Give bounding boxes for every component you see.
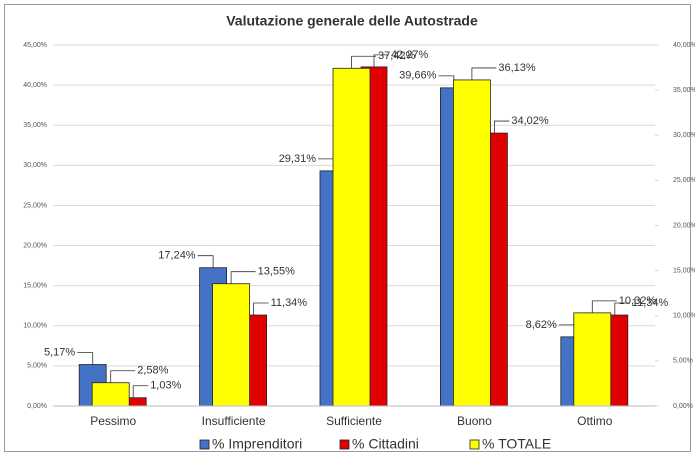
leader-line <box>132 385 149 398</box>
legend-swatch <box>469 439 480 450</box>
value-label: 29,31% <box>279 153 317 165</box>
y-tick-label: 15,00% <box>23 283 47 290</box>
y-tick-label: 25,00% <box>23 202 47 209</box>
y-tick-label: 35,00% <box>23 122 47 129</box>
value-label: 2,58% <box>137 365 168 377</box>
x-tick-label: Buono <box>457 414 492 428</box>
y2-tick-label: 40,00% <box>673 42 695 49</box>
y2-tick-label: 15,00% <box>673 267 695 274</box>
bar <box>573 312 612 407</box>
value-label: 8,62% <box>526 319 557 331</box>
leader-line <box>614 302 630 316</box>
leader-line <box>110 370 136 383</box>
y-tick-label: 30,00% <box>23 162 47 169</box>
value-label: 10,32% <box>619 295 657 307</box>
bar <box>452 79 491 407</box>
x-tick-label: Pessimo <box>90 414 136 428</box>
legend-label: % Imprenditori <box>212 436 302 452</box>
leader-line <box>591 300 617 313</box>
x-tick-label: Insufficiente <box>202 414 266 428</box>
y-tick-label: 45,00% <box>23 42 47 49</box>
value-label: 5,17% <box>44 346 75 358</box>
y2-tick-label: 5,00% <box>673 358 693 365</box>
chart-title: Valutazione generale delle Autostrade <box>226 13 478 29</box>
bar <box>212 283 251 407</box>
leader-line <box>373 54 389 67</box>
legend-label: % TOTALE <box>482 436 551 452</box>
value-label: 37,42% <box>378 50 416 62</box>
value-label: 11,34% <box>271 297 308 309</box>
legend-swatch <box>339 439 350 450</box>
y-tick-label: 5,00% <box>27 363 47 370</box>
value-label: 1,03% <box>150 380 181 392</box>
y2-tick-label: 25,00% <box>673 177 695 184</box>
leader-line <box>230 271 256 284</box>
leader-line <box>493 120 510 134</box>
value-label: 17,24% <box>158 250 196 262</box>
value-label: 34,02% <box>511 115 549 127</box>
leader-line <box>253 302 269 316</box>
y2-tick-label: 10,00% <box>673 313 695 320</box>
y2-tick-label: 30,00% <box>673 132 695 139</box>
value-label: 13,55% <box>258 266 296 278</box>
leader-line <box>351 55 376 69</box>
y-tick-label: 10,00% <box>23 323 47 330</box>
y2-tick-label: 20,00% <box>673 222 695 229</box>
bar <box>91 382 130 407</box>
x-tick-label: Sufficiente <box>326 414 382 428</box>
legend-label: % Cittadini <box>352 436 419 452</box>
leader-line <box>77 352 94 365</box>
value-label: 11,34% <box>632 297 669 309</box>
legend-swatch <box>199 439 210 450</box>
value-label: 39,66% <box>399 70 437 82</box>
value-label: 42,27% <box>391 49 429 61</box>
leader-line <box>471 67 497 80</box>
y-tick-label: 0,00% <box>27 403 47 410</box>
y2-tick-label: 35,00% <box>673 87 695 94</box>
x-tick-label: Ottimo <box>577 414 613 428</box>
leader-line <box>197 255 214 268</box>
value-label: 36,13% <box>498 62 536 74</box>
y-tick-label: 40,00% <box>23 82 47 89</box>
y2-tick-label: 0,00% <box>673 403 693 410</box>
y-tick-label: 20,00% <box>23 242 47 249</box>
bar <box>332 67 371 407</box>
